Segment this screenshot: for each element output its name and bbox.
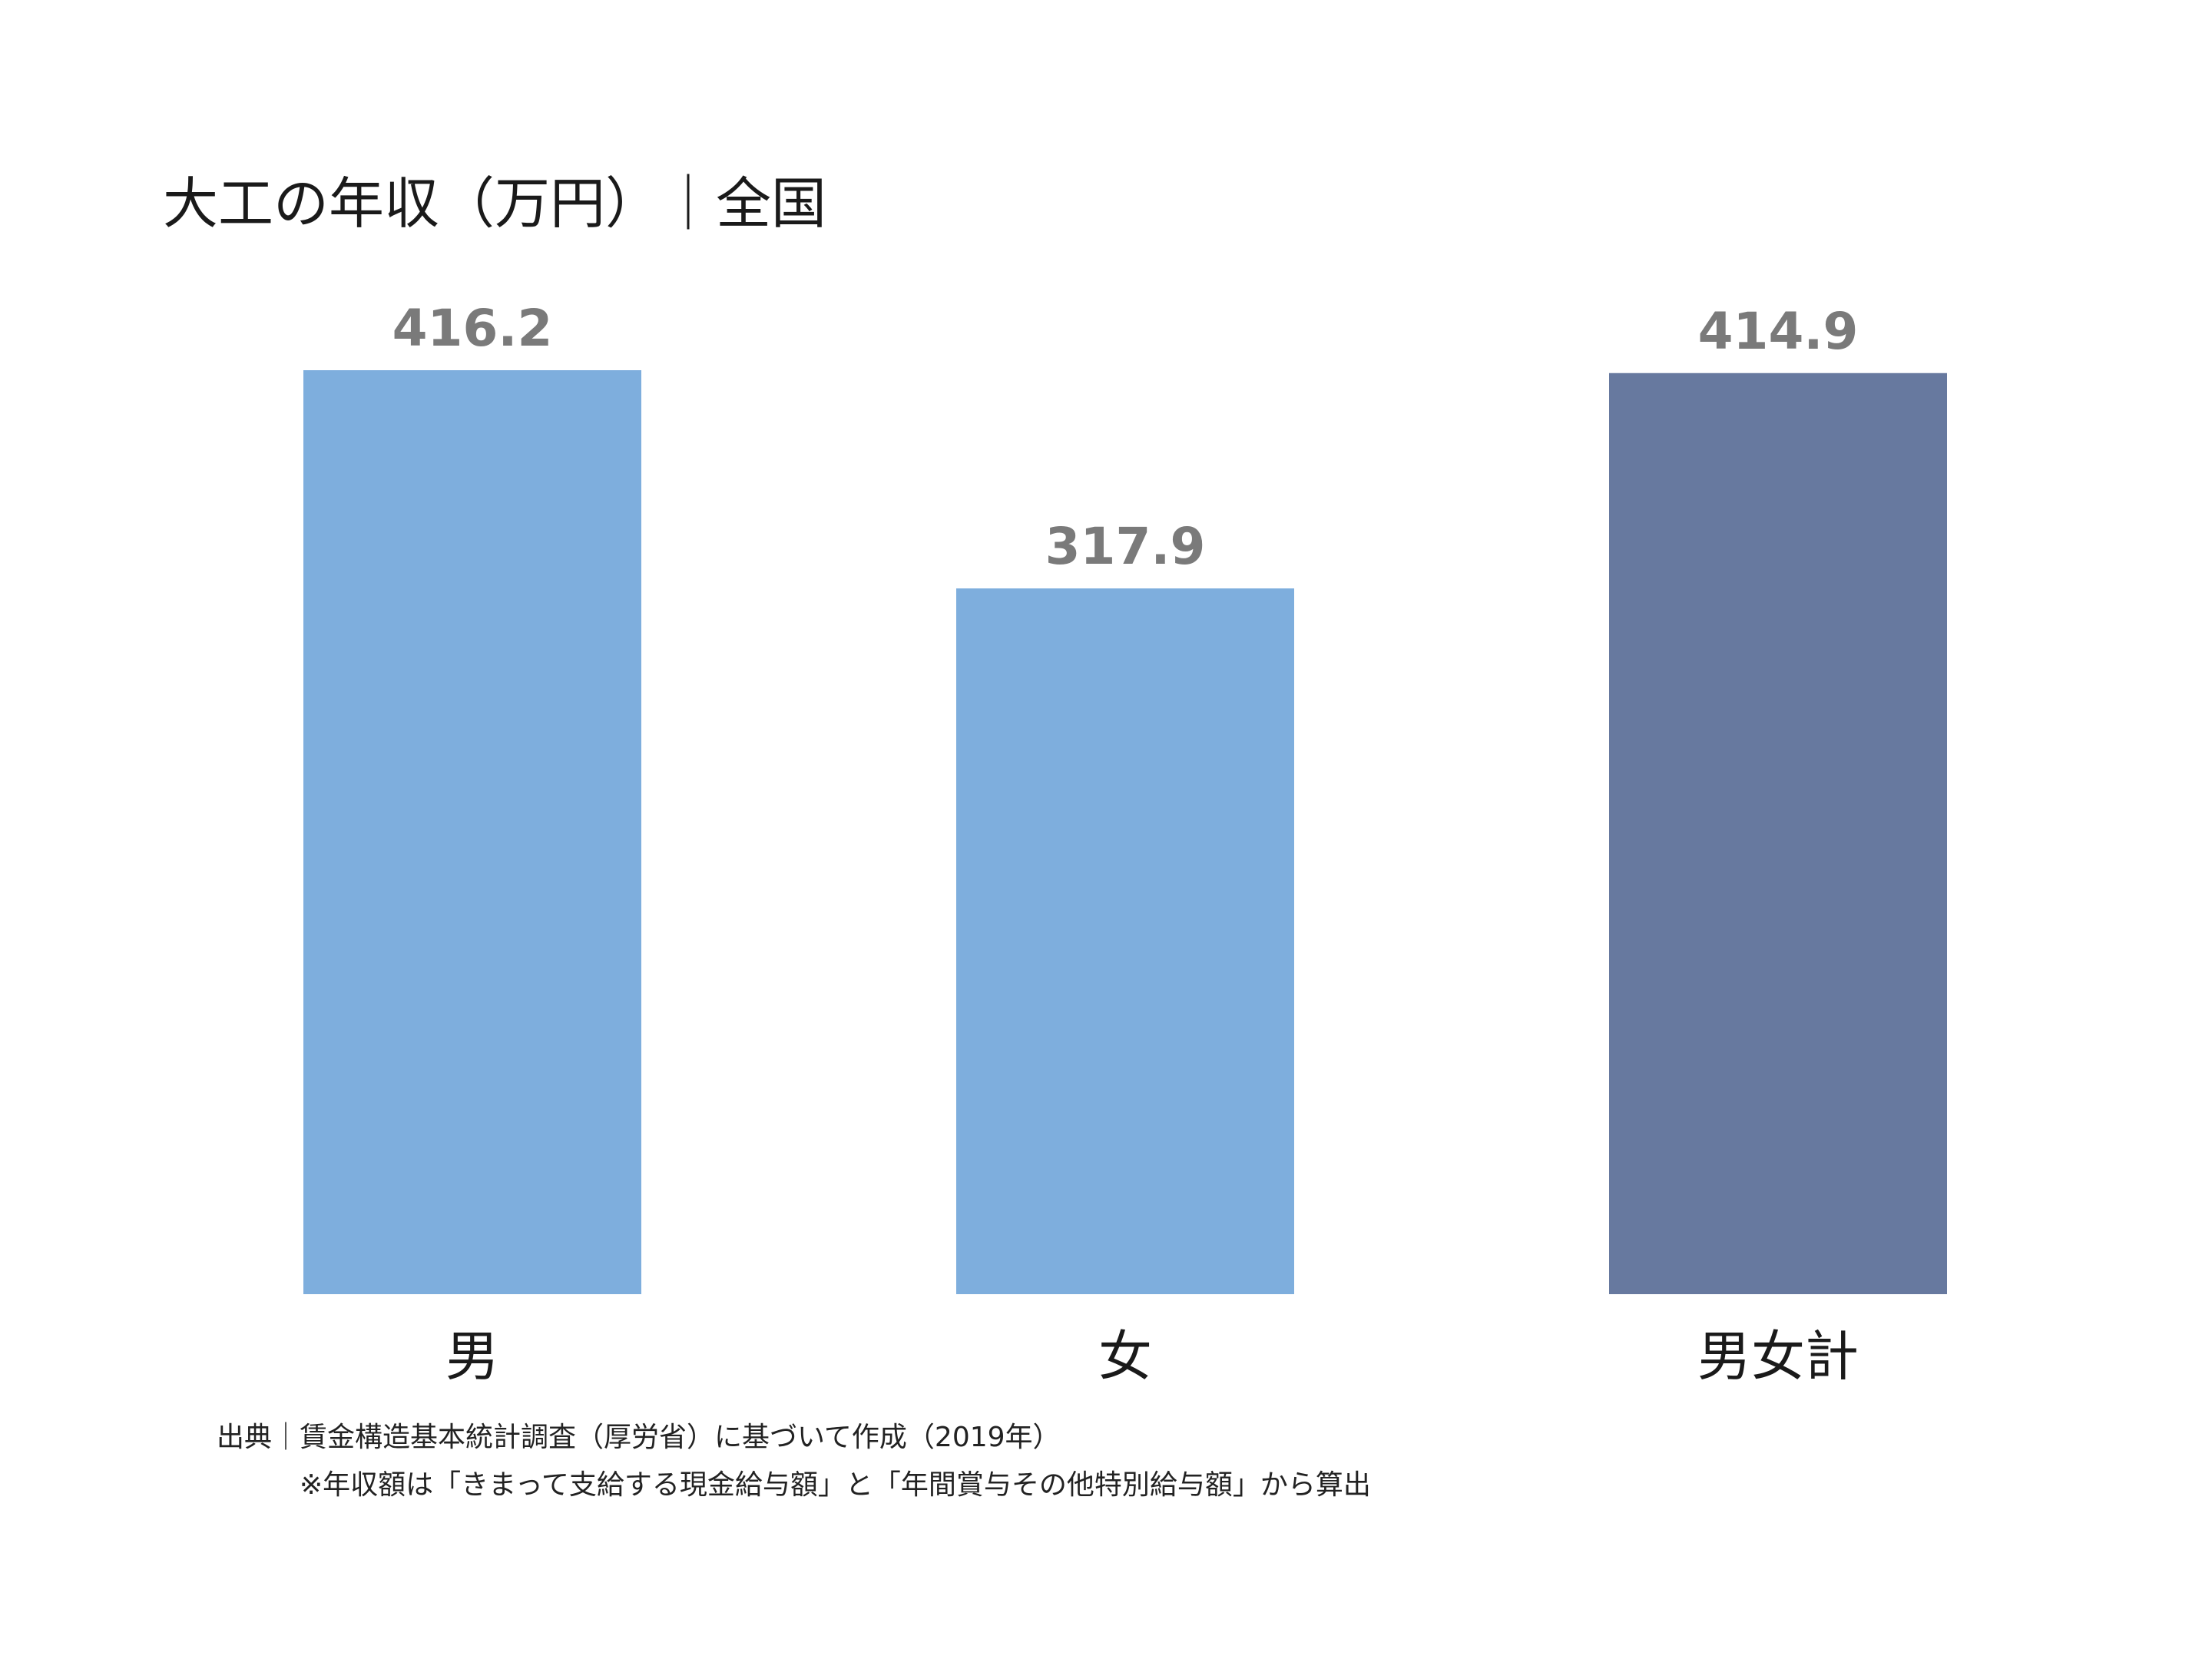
calculation-note: ※年収額は「きまって支給する現金給与額」と「年間賞与その他特別給与額」から算出 [300, 1469, 1371, 1501]
value-labels-layer: 416.2 317.9 414.9 [392, 299, 1859, 576]
category-label-0: 男 [445, 1325, 499, 1388]
value-label-0: 416.2 [392, 299, 553, 358]
chart-title: 大工の年収（万円）｜全国 [163, 171, 827, 236]
source-footnote: 出典｜賃金構造基本統計調査（厚労省）に基づいて作成（2019年） [217, 1422, 1061, 1453]
value-label-1: 317.9 [1045, 517, 1206, 576]
category-labels-layer: 男 女 男女計 [445, 1325, 1859, 1388]
value-label-2: 414.9 [1698, 302, 1859, 361]
bars-layer [303, 370, 1947, 1294]
bar-1 [956, 588, 1294, 1294]
bar-0 [303, 370, 641, 1294]
bar-2 [1609, 373, 1947, 1294]
category-label-2: 男女計 [1697, 1325, 1859, 1388]
category-label-1: 女 [1098, 1325, 1152, 1388]
